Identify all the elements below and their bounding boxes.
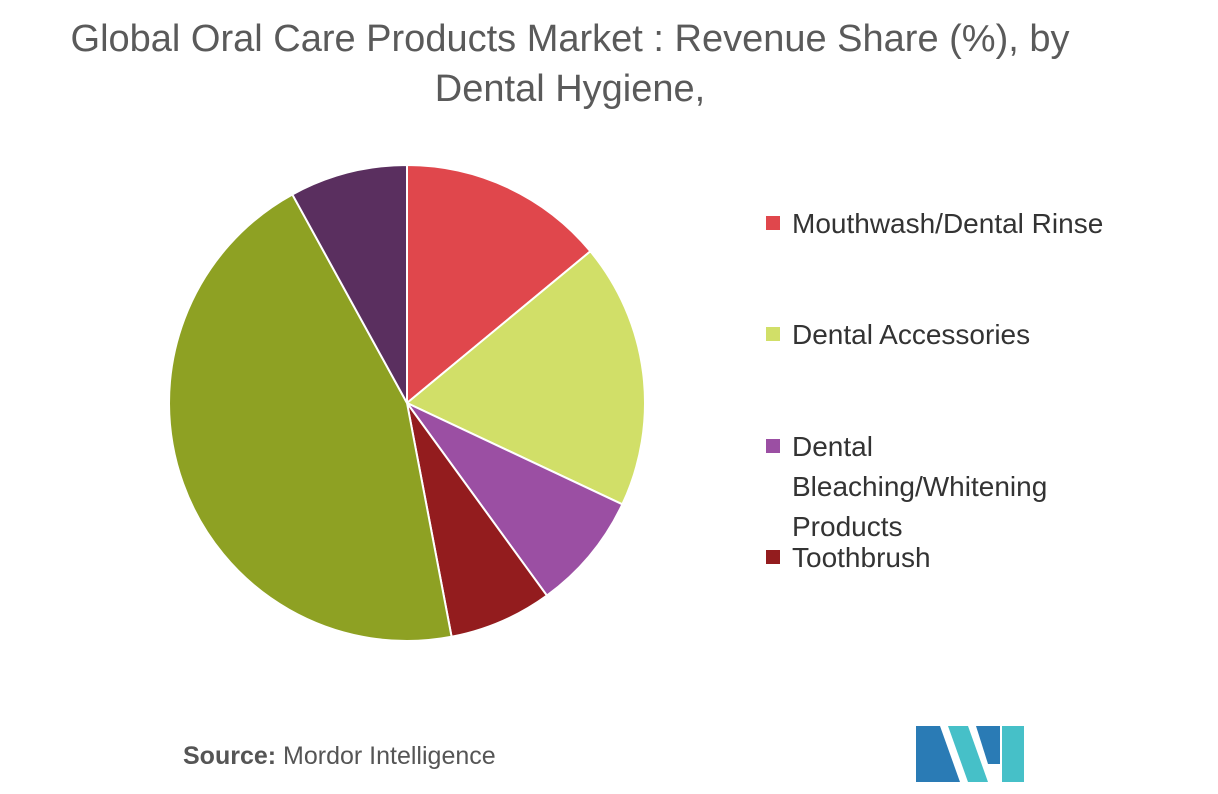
- legend-swatch-bleaching: [766, 439, 780, 453]
- legend-item-toothbrush: Toothbrush: [766, 538, 1186, 578]
- legend-item-dental-accessories: Dental Accessories: [766, 315, 1186, 355]
- source-note: Source: Mordor Intelligence: [183, 742, 496, 771]
- pie-slice-dental-bleaching-whitening-products: [406, 402, 624, 597]
- logo-shape-mid: [948, 726, 988, 782]
- pie-slice-toothpaste: [168, 193, 453, 642]
- pie-slice-toothbrush: [406, 402, 549, 638]
- legend-label-toothbrush: Toothbrush: [792, 542, 931, 573]
- logo-shape-far: [1002, 726, 1024, 782]
- source-label: Source:: [183, 742, 277, 770]
- logo-shape-right: [976, 726, 1000, 764]
- chart-title: Global Oral Care Products Market : Reven…: [70, 18, 1070, 110]
- legend-label-dental-accessories: Dental Accessories: [792, 319, 1031, 350]
- source-text: Mordor Intelligence: [283, 742, 496, 770]
- legend-label-bleaching: Dental Bleaching/Whitening Products: [792, 431, 1048, 542]
- mordor-intelligence-logo-icon: [916, 726, 1024, 782]
- legend-item-mouthwash: Mouthwash/Dental Rinse: [766, 204, 1186, 244]
- legend-label-mouthwash: Mouthwash/Dental Rinse: [792, 208, 1104, 239]
- pie-slice-mouthwash-dental-rinse: [406, 163, 592, 406]
- legend-item-bleaching: Dental Bleaching/Whitening Products: [766, 427, 1186, 547]
- pie-slice-others: [290, 163, 408, 404]
- pie-slice-dental-accessories: [405, 249, 646, 506]
- legend-swatch-dental-accessories: [766, 327, 780, 341]
- legend-swatch-toothbrush: [766, 550, 780, 564]
- legend-swatch-mouthwash: [766, 216, 780, 230]
- logo-shape-left: [916, 726, 960, 782]
